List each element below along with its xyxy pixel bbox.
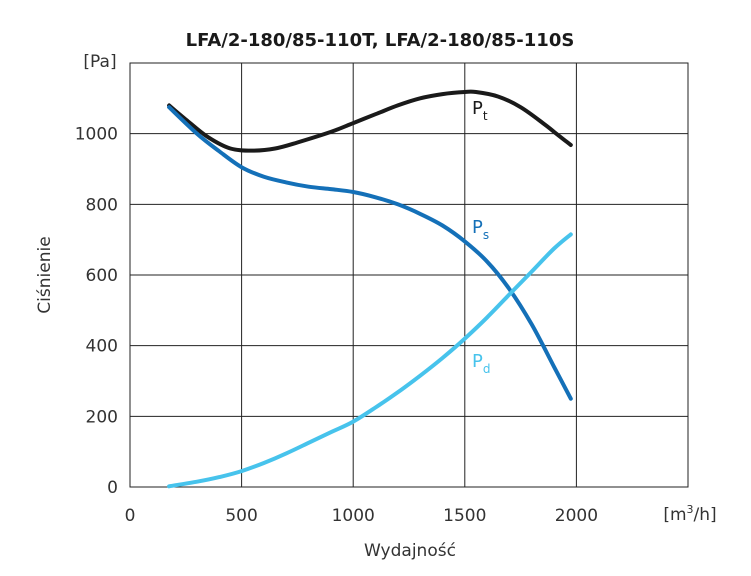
x-tick-label: 0 xyxy=(125,506,136,526)
y-axis-label: Ciśnienie xyxy=(35,236,55,313)
y-tick-label: 800 xyxy=(86,195,118,215)
x-tick-label: 1000 xyxy=(332,506,375,526)
y-tick-label: 200 xyxy=(86,407,118,427)
series-label-main: P xyxy=(472,217,483,238)
series-line-pd xyxy=(167,232,573,489)
x-axis-unit: [m3/h] xyxy=(663,503,716,525)
x-axis-label: Wydajność xyxy=(364,541,456,561)
y-tick-label: 1000 xyxy=(75,125,118,145)
series-label-sub: s xyxy=(483,228,489,242)
series-line-ps xyxy=(167,105,573,401)
x-unit-tail: /h] xyxy=(694,505,717,525)
series-line-pt xyxy=(167,89,573,153)
y-tick-label: 400 xyxy=(86,337,118,357)
series-label-sub: t xyxy=(483,109,488,123)
series-label-main: P xyxy=(472,351,483,372)
x-tick-label: 1500 xyxy=(443,506,486,526)
x-unit-base: [m xyxy=(663,505,686,525)
chart-title: LFA/2-180/85-110T, LFA/2-180/85-110S xyxy=(186,30,575,51)
grid xyxy=(129,62,689,488)
series-lines xyxy=(167,89,573,489)
tick-labels: 0 500 1000 1500 2000 0 200 400 600 800 1000 xyxy=(75,125,598,526)
x-tick-label: 2000 xyxy=(555,506,598,526)
series-label-pt: Pt xyxy=(472,98,488,123)
series-label-ps: Ps xyxy=(472,217,489,242)
series-label-sub: d xyxy=(483,362,491,376)
series-label-pd: Pd xyxy=(472,351,490,376)
x-unit-sup: 3 xyxy=(687,503,694,516)
x-tick-label: 500 xyxy=(225,506,257,526)
y-axis-unit: [Pa] xyxy=(83,52,116,72)
series-label-main: P xyxy=(472,98,483,119)
y-tick-label: 0 xyxy=(107,478,118,498)
y-tick-label: 600 xyxy=(86,266,118,286)
